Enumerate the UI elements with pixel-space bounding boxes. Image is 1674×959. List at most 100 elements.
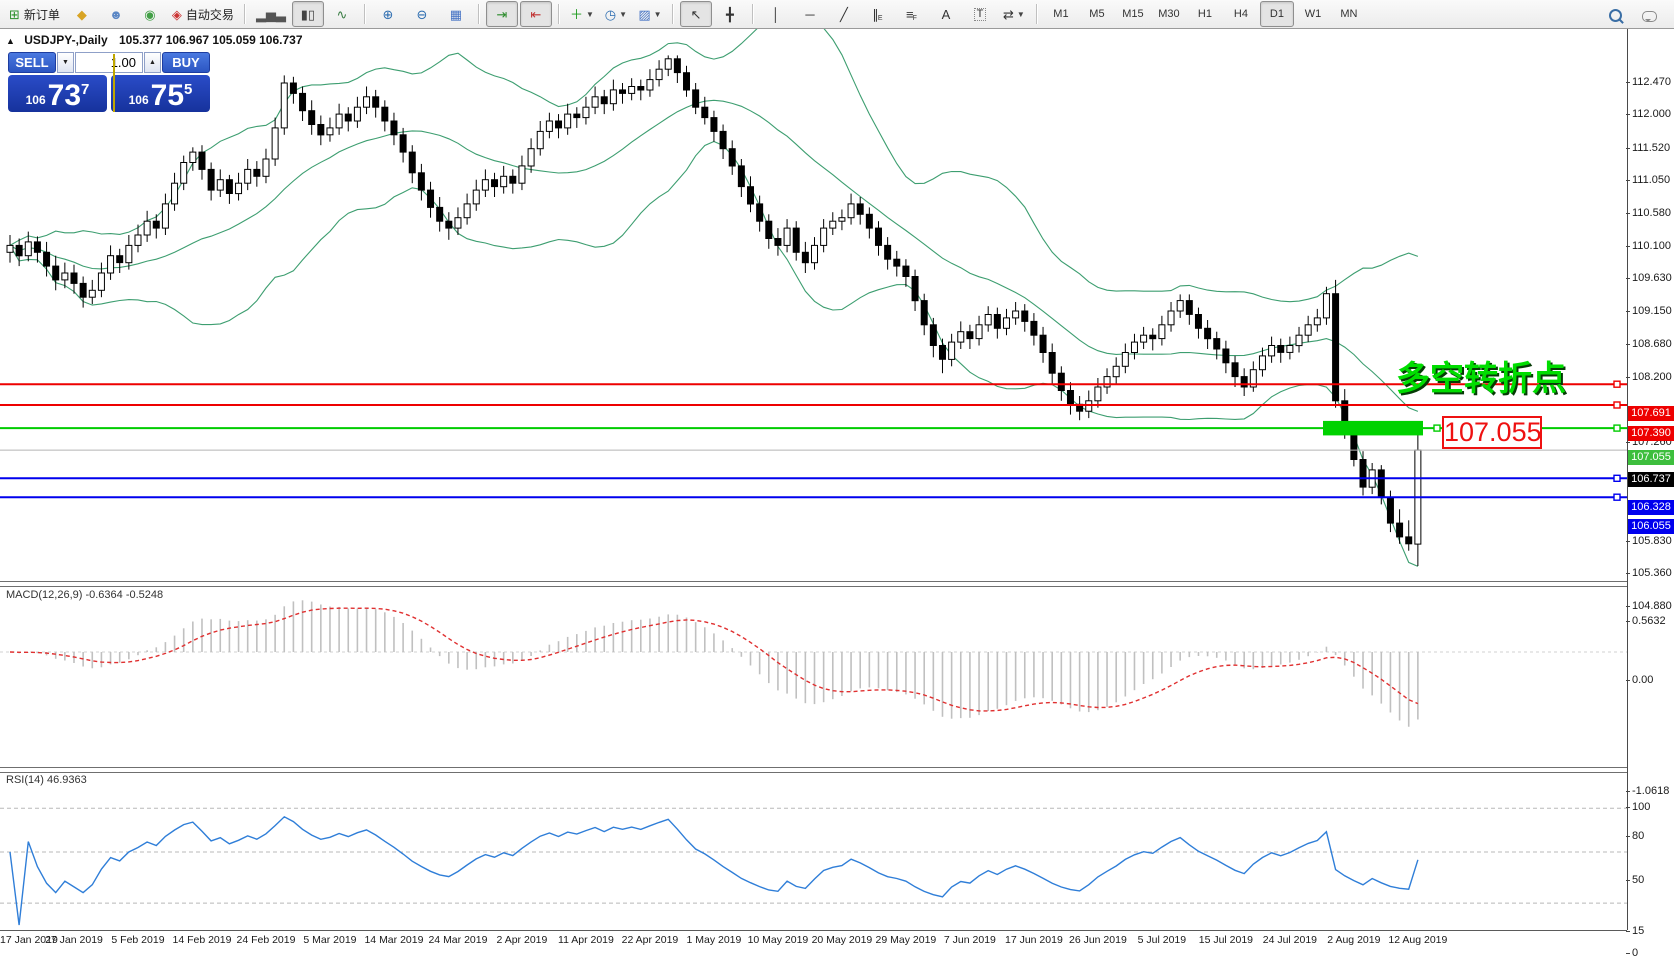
volume-input[interactable] bbox=[75, 52, 143, 73]
search-icon[interactable] bbox=[1599, 2, 1631, 28]
one-click-trading-panel: SELL ▼ ▲ BUY 106 73 7 106 75 5 bbox=[8, 52, 210, 112]
buy-button[interactable]: BUY bbox=[162, 52, 210, 73]
periods-button[interactable]: ◷ ▼ bbox=[600, 1, 632, 27]
arrows-button[interactable]: ⇄ ▼ bbox=[998, 1, 1030, 27]
signals-icon[interactable]: ◉ bbox=[134, 1, 166, 27]
date-label: 24 Feb 2019 bbox=[236, 934, 296, 946]
fibonacci-button[interactable]: ≡ F bbox=[896, 1, 928, 27]
bar-chart-button[interactable]: ▂▅▃ bbox=[252, 1, 290, 27]
rsi-tick: 15 bbox=[1625, 925, 1645, 938]
date-label: 14 Feb 2019 bbox=[172, 934, 232, 946]
buy-price-prefix: 106 bbox=[128, 93, 149, 107]
volume-increase-button[interactable]: ▲ bbox=[144, 52, 161, 73]
price-level-label-box[interactable]: 107.055 bbox=[1442, 416, 1542, 449]
date-label: 17 Jun 2019 bbox=[1004, 934, 1063, 946]
line-chart-button[interactable]: ∿ bbox=[326, 1, 358, 27]
rsi-pane[interactable] bbox=[0, 771, 1627, 930]
sell-button[interactable]: SELL bbox=[8, 52, 56, 73]
volume-decrease-button[interactable]: ▼ bbox=[57, 52, 74, 73]
rsi-tick: 100 bbox=[1625, 801, 1651, 813]
timeframe-h1[interactable]: H1 bbox=[1197, 8, 1212, 20]
templates-button[interactable]: ▨ ▼ bbox=[634, 1, 666, 27]
rsi-pane-divider[interactable] bbox=[0, 767, 1627, 773]
equidistant-channel-button[interactable]: ∥ E bbox=[862, 1, 894, 27]
line-chart-icon: ∿ bbox=[336, 6, 348, 22]
date-label: 20 May 2019 bbox=[811, 934, 873, 946]
buy-price-display[interactable]: 106 75 5 bbox=[111, 75, 210, 112]
crosshair-button[interactable]: ╋ bbox=[714, 1, 746, 27]
green-zone-rectangle[interactable] bbox=[1323, 420, 1423, 436]
autotrading-button[interactable]: ◈ 自动交易 bbox=[168, 1, 238, 27]
toolbar-separator bbox=[1035, 4, 1038, 24]
macd-tick: -1.0618 bbox=[1625, 785, 1670, 797]
zoom-in-icon: ⊕ bbox=[382, 6, 394, 22]
trendline-button[interactable]: ╱ bbox=[828, 1, 860, 27]
text-label-icon: T bbox=[973, 7, 987, 21]
timeframe-d1[interactable]: D1 bbox=[1259, 1, 1294, 27]
turning-point-annotation[interactable]: 多空转折点 bbox=[1396, 360, 1566, 398]
date-label: 26 Jun 2019 bbox=[1068, 934, 1127, 946]
timeframe-m15[interactable]: M15 bbox=[1122, 8, 1144, 20]
price-tick: 111.050 bbox=[1625, 174, 1671, 187]
text-label-button[interactable]: T bbox=[964, 1, 996, 27]
auto-scroll-button[interactable]: ⇥ bbox=[485, 1, 518, 27]
toolbar-separator bbox=[751, 4, 754, 24]
cursor-button[interactable]: ↖ bbox=[679, 1, 712, 27]
dropdown-arrow-icon[interactable]: ▼ bbox=[619, 9, 628, 19]
dropdown-arrow-icon[interactable]: ▼ bbox=[1016, 9, 1025, 19]
macd-pane[interactable] bbox=[0, 585, 1627, 767]
price-tick: 104.880 bbox=[1626, 600, 1672, 613]
timeframe-m30[interactable]: M30 bbox=[1158, 8, 1180, 20]
sell-price-big: 73 bbox=[47, 78, 82, 112]
mql-market-icon-icon: ◆ bbox=[76, 6, 87, 22]
crosshair-icon: ╋ bbox=[726, 6, 734, 22]
date-label: 1 May 2019 bbox=[686, 934, 742, 946]
buy-price-big: 75 bbox=[150, 78, 185, 112]
candlestick-chart-button[interactable]: ▮▯ bbox=[291, 1, 324, 27]
date-label: 7 Jun 2019 bbox=[943, 934, 996, 946]
zoom-in-button[interactable]: ⊕ bbox=[372, 1, 404, 27]
price-tick: 105.830 bbox=[1626, 534, 1672, 547]
price-tick: 109.150 bbox=[1626, 305, 1672, 318]
buy-price-sup: 5 bbox=[184, 81, 193, 98]
timeframe-mn[interactable]: MN bbox=[1340, 8, 1358, 20]
profile-icon-icon: ☻ bbox=[109, 6, 123, 22]
sell-price-display[interactable]: 106 73 7 bbox=[8, 75, 107, 112]
timeframe-m1[interactable]: M1 bbox=[1053, 8, 1069, 20]
price-level-badge-106.055: 106.055 bbox=[1628, 518, 1674, 534]
zoom-out-button[interactable]: ⊖ bbox=[406, 1, 438, 27]
icon-subscript: F bbox=[912, 14, 917, 22]
main-price-pane[interactable] bbox=[0, 29, 1627, 581]
profile-icon[interactable]: ☻ bbox=[100, 1, 132, 27]
vertical-line-button[interactable]: │ bbox=[760, 1, 792, 27]
indicators-button[interactable]: ＋ ▼ bbox=[566, 1, 598, 27]
price-level-badge-107.390: 107.390 bbox=[1628, 426, 1674, 442]
panel-collapse-icon[interactable]: ▲ bbox=[6, 36, 15, 46]
mql-market-icon[interactable]: ◆ bbox=[66, 1, 98, 27]
timeframe-w1[interactable]: W1 bbox=[1304, 8, 1322, 20]
new-order-button[interactable]: ⊞ 新订单 bbox=[5, 1, 64, 27]
tile-windows-icon: ▦ bbox=[449, 6, 463, 22]
timeframe-h4[interactable]: H4 bbox=[1233, 8, 1248, 20]
macd-pane-divider[interactable] bbox=[0, 581, 1627, 587]
date-label: 24 Jul 2019 bbox=[1262, 934, 1318, 946]
horizontal-line-button[interactable]: ─ bbox=[794, 1, 826, 27]
price-tick: 111.520 bbox=[1625, 141, 1671, 154]
chat-icon[interactable] bbox=[1633, 2, 1665, 28]
dropdown-arrow-icon[interactable]: ▼ bbox=[585, 9, 594, 19]
date-axis[interactable]: 17 Jan 2019 27 Jan 2019 5 Feb 2019 14 Feb 2… bbox=[0, 931, 1674, 950]
vertical-line-object[interactable] bbox=[113, 54, 115, 112]
tile-windows-button[interactable]: ▦ bbox=[440, 1, 472, 27]
date-label: 24 Mar 2019 bbox=[428, 934, 488, 946]
macd-tick: 0.00 bbox=[1625, 674, 1654, 686]
date-label: 5 Jul 2019 bbox=[1137, 934, 1187, 946]
toolbar-separator bbox=[363, 4, 366, 24]
autotrading-button-label: 自动交易 bbox=[185, 7, 234, 22]
dropdown-arrow-icon[interactable]: ▼ bbox=[653, 9, 662, 19]
price-tick: 105.360 bbox=[1626, 567, 1672, 580]
timeframe-m5[interactable]: M5 bbox=[1089, 8, 1105, 20]
macd-tick: 0.5632 bbox=[1626, 615, 1666, 627]
chart-shift-button[interactable]: ⇤ bbox=[519, 1, 552, 27]
date-label: 17 Jan 2019 bbox=[0, 934, 58, 946]
text-button[interactable]: A bbox=[930, 1, 962, 27]
